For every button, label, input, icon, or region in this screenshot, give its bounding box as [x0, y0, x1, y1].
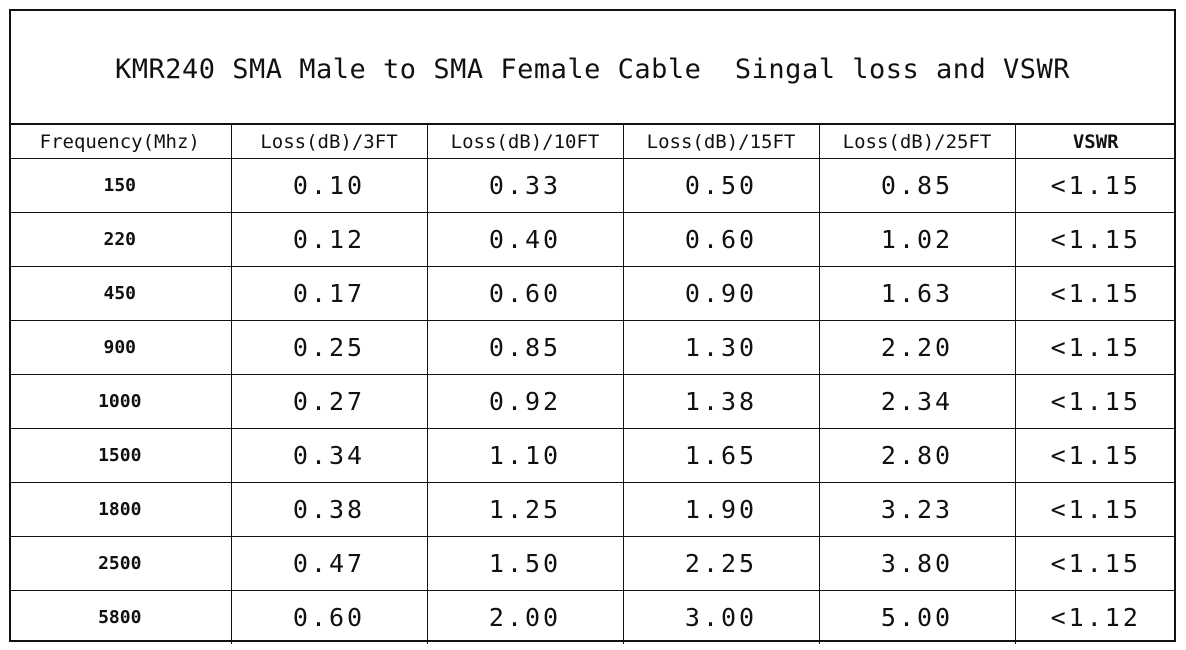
cell-loss-15ft: 1.38	[622, 374, 820, 429]
cell-vswr: <1.15	[1014, 212, 1176, 267]
table-row: 150 0.10 0.33 0.50 0.85 <1.15	[9, 158, 1176, 213]
cell-vswr: <1.15	[1014, 428, 1176, 483]
cell-loss-10ft: 0.85	[426, 320, 624, 375]
cell-loss-15ft: 0.50	[622, 158, 820, 213]
cell-loss-15ft: 1.90	[622, 482, 820, 537]
table-row: 900 0.25 0.85 1.30 2.20 <1.15	[9, 320, 1176, 375]
cell-loss-25ft: 5.00	[818, 590, 1016, 644]
cell-loss-15ft: 0.60	[622, 212, 820, 267]
table-row: 2500 0.47 1.50 2.25 3.80 <1.15	[9, 536, 1176, 591]
cell-loss-3ft: 0.38	[230, 482, 428, 537]
cell-frequency: 2500	[9, 536, 232, 591]
cell-loss-25ft: 1.02	[818, 212, 1016, 267]
cell-loss-3ft: 0.60	[230, 590, 428, 644]
cell-loss-25ft: 2.20	[818, 320, 1016, 375]
cell-vswr: <1.12	[1014, 590, 1176, 644]
cell-loss-10ft: 0.60	[426, 266, 624, 321]
title-banner: KMR240 SMA Male to SMA Female Cable Sing…	[9, 9, 1176, 125]
cell-loss-10ft: 0.33	[426, 158, 624, 213]
table-body: 150 0.10 0.33 0.50 0.85 <1.15 220 0.12 0.40 0.60 1…	[9, 158, 1176, 644]
cell-frequency: 900	[9, 320, 232, 375]
cell-loss-25ft: 2.80	[818, 428, 1016, 483]
cell-loss-10ft: 1.25	[426, 482, 624, 537]
cell-loss-3ft: 0.27	[230, 374, 428, 429]
header-loss-25ft: Loss(dB)/25FT	[818, 125, 1016, 159]
cell-loss-25ft: 1.63	[818, 266, 1016, 321]
cell-loss-10ft: 0.40	[426, 212, 624, 267]
cell-vswr: <1.15	[1014, 158, 1176, 213]
cell-vswr: <1.15	[1014, 266, 1176, 321]
cell-loss-15ft: 1.30	[622, 320, 820, 375]
cell-loss-25ft: 3.80	[818, 536, 1016, 591]
cell-loss-10ft: 2.00	[426, 590, 624, 644]
cell-loss-15ft: 0.90	[622, 266, 820, 321]
cell-vswr: <1.15	[1014, 374, 1176, 429]
table-row: 220 0.12 0.40 0.60 1.02 <1.15	[9, 212, 1176, 267]
cell-loss-3ft: 0.25	[230, 320, 428, 375]
cell-loss-10ft: 1.50	[426, 536, 624, 591]
cell-loss-15ft: 2.25	[622, 536, 820, 591]
cell-loss-15ft: 3.00	[622, 590, 820, 644]
table-row: 1800 0.38 1.25 1.90 3.23 <1.15	[9, 482, 1176, 537]
cell-loss-3ft: 0.12	[230, 212, 428, 267]
cell-loss-10ft: 0.92	[426, 374, 624, 429]
cell-frequency: 450	[9, 266, 232, 321]
table-row: 1000 0.27 0.92 1.38 2.34 <1.15	[9, 374, 1176, 429]
header-loss-10ft: Loss(dB)/10FT	[426, 125, 624, 159]
cell-frequency: 150	[9, 158, 232, 213]
cell-loss-3ft: 0.34	[230, 428, 428, 483]
cell-loss-3ft: 0.17	[230, 266, 428, 321]
cell-vswr: <1.15	[1014, 482, 1176, 537]
header-row: Frequency(Mhz) Loss(dB)/3FT Loss(dB)/10F…	[9, 125, 1176, 159]
cell-frequency: 1000	[9, 374, 232, 429]
header-frequency: Frequency(Mhz)	[9, 125, 232, 159]
cell-vswr: <1.15	[1014, 320, 1176, 375]
cell-loss-15ft: 1.65	[622, 428, 820, 483]
cell-loss-25ft: 0.85	[818, 158, 1016, 213]
cell-vswr: <1.15	[1014, 536, 1176, 591]
loss-vswr-table: Frequency(Mhz) Loss(dB)/3FT Loss(dB)/10F…	[9, 125, 1176, 644]
cell-loss-10ft: 1.10	[426, 428, 624, 483]
cell-loss-25ft: 2.34	[818, 374, 1016, 429]
cell-frequency: 5800	[9, 590, 232, 644]
cell-loss-25ft: 3.23	[818, 482, 1016, 537]
cell-loss-3ft: 0.10	[230, 158, 428, 213]
cell-frequency: 1500	[9, 428, 232, 483]
table-row: 1500 0.34 1.10 1.65 2.80 <1.15	[9, 428, 1176, 483]
cell-frequency: 220	[9, 212, 232, 267]
header-loss-15ft: Loss(dB)/15FT	[622, 125, 820, 159]
table-row: 450 0.17 0.60 0.90 1.63 <1.15	[9, 266, 1176, 321]
header-vswr: VSWR	[1014, 125, 1176, 159]
header-loss-3ft: Loss(dB)/3FT	[230, 125, 428, 159]
cell-loss-3ft: 0.47	[230, 536, 428, 591]
table-title: KMR240 SMA Male to SMA Female Cable Sing…	[114, 53, 1071, 85]
cell-frequency: 1800	[9, 482, 232, 537]
table-row: 5800 0.60 2.00 3.00 5.00 <1.12	[9, 590, 1176, 644]
